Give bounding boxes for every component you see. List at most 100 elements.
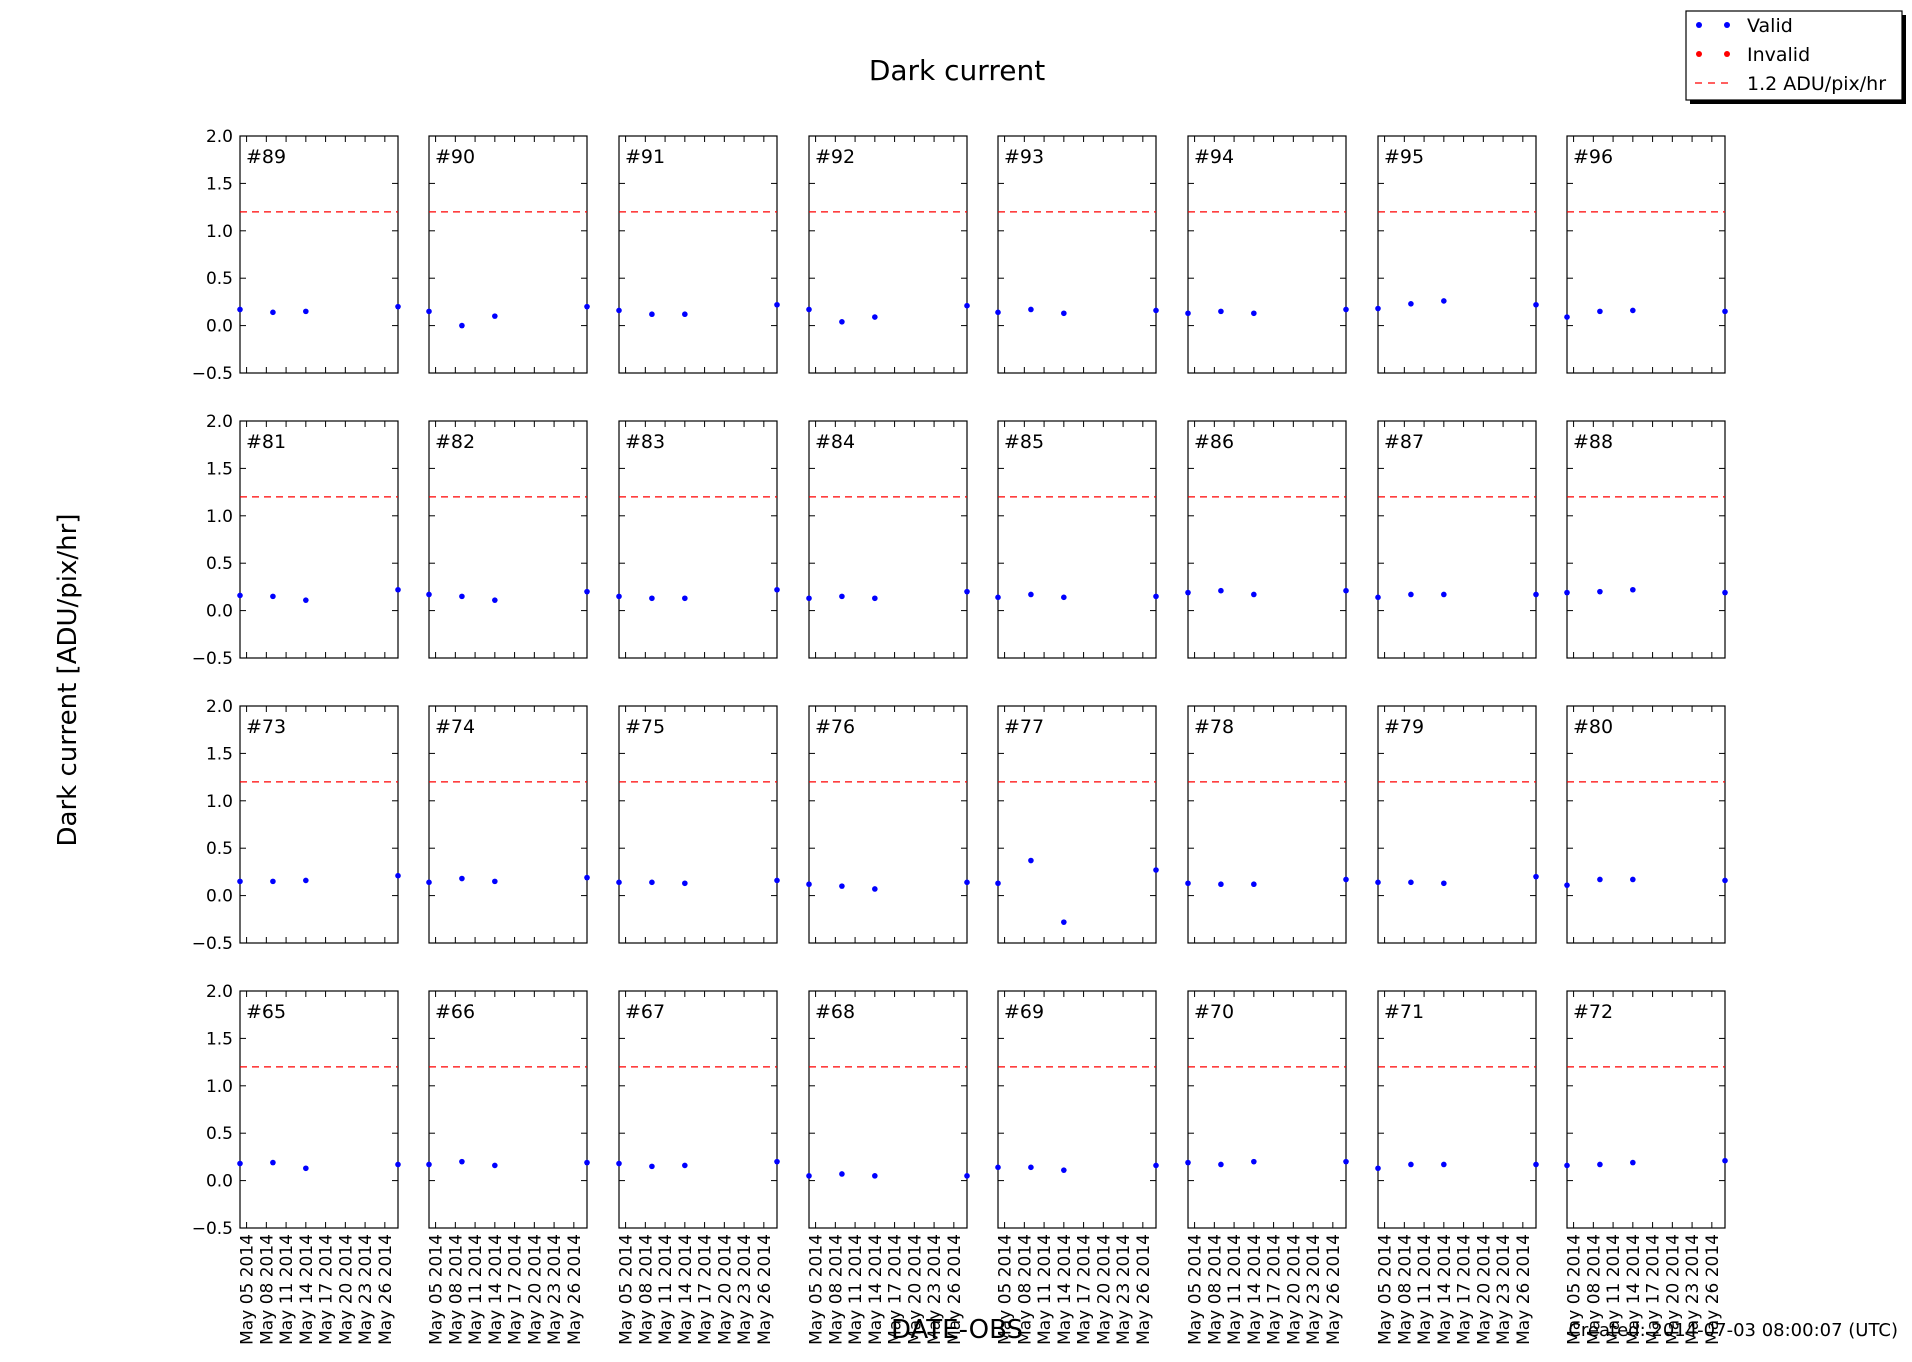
x-tick-label: May 20 2014 [1663,1234,1683,1345]
x-tick-label: May 14 2014 [866,1234,886,1345]
x-tick-label: May 05 2014 [427,1234,447,1345]
x-tick-label: May 17 2014 [317,1234,337,1345]
valid-point [839,883,845,889]
axes-frame [1377,705,1537,944]
x-tick-label: May 11 2014 [1604,1234,1624,1345]
legend-marker [1724,51,1730,57]
valid-point [1153,1162,1159,1169]
panel-74: #74 [426,705,590,944]
valid-point [395,872,401,879]
valid-point [1564,882,1570,888]
valid-point [682,311,688,318]
x-tick-label: May 14 2014 [676,1234,696,1345]
valid-point [1061,310,1067,317]
valid-point [995,880,1001,887]
x-tick-label: May 05 2014 [617,1234,637,1345]
y-tick-label: 0.5 [206,839,233,859]
valid-point [1343,1158,1349,1165]
valid-point [1564,1162,1570,1169]
x-tick-label: May 20 2014 [336,1234,356,1345]
panel-75: #75 [616,705,780,944]
valid-point [237,306,243,313]
valid-point [1533,873,1539,880]
axes-frame [997,705,1157,944]
x-tick-label: May 11 2014 [1035,1234,1055,1345]
x-tick-label: May 17 2014 [1075,1234,1095,1345]
axes-frame [1187,420,1347,659]
valid-point [584,874,590,881]
axes-frame [1566,420,1726,659]
axes-frame [618,705,778,944]
valid-point [839,1171,845,1177]
x-tick-label: May 20 2014 [525,1234,545,1345]
valid-point [1375,305,1381,312]
panel-label: #88 [1573,431,1613,453]
panel-label: #69 [1004,1001,1044,1023]
x-tick-label: May 08 2014 [446,1234,466,1345]
legend-entries: Valid Invalid 1.2 ADU/pix/hr [1695,15,1886,95]
x-tick-label: May 23 2014 [1114,1234,1134,1345]
panel-label: #86 [1194,431,1234,453]
panel-label: #80 [1573,716,1613,738]
panel-91: #91 [616,135,780,374]
valid-point [806,595,812,602]
x-tick-label: May 08 2014 [1015,1234,1035,1345]
panel-label: #96 [1573,146,1613,168]
valid-point [839,319,845,325]
figure-title: Dark current [869,54,1045,87]
panel-66: May 05 2014 May 08 2014 May 11 2014 May 14 … [426,990,590,1345]
panel-label: #74 [435,716,475,738]
valid-point [1218,308,1224,315]
panel-72: May 05 2014 May 08 2014 May 11 2014 May 14 … [1564,990,1728,1345]
valid-point [270,1159,276,1166]
valid-point [1153,867,1159,873]
valid-point [1597,588,1603,595]
valid-point [649,311,655,318]
valid-point [806,1173,812,1179]
valid-point [1441,298,1447,304]
panel-87: #87 [1375,420,1539,659]
panel-70: May 05 2014 May 08 2014 May 11 2014 May 14 … [1185,990,1349,1345]
axes-frame [808,990,968,1229]
x-tick-label: May 26 2014 [755,1234,775,1345]
valid-point [616,1160,622,1167]
valid-point [1408,300,1414,307]
x-tick-label: May 17 2014 [1455,1234,1475,1345]
axes-frame [808,420,968,659]
panel-label: #95 [1384,146,1424,168]
valid-point [682,1162,688,1169]
x-tick-label: May 26 2014 [565,1234,585,1345]
valid-point [1185,1159,1191,1166]
valid-point [872,314,878,320]
created-timestamp: Created: 2014-07-03 08:00:07 (UTC) [1568,1320,1898,1341]
panel-78: #78 [1185,705,1349,944]
valid-point [616,307,622,314]
x-tick-label: May 23 2014 [735,1234,755,1345]
valid-point [1564,314,1570,320]
x-tick-label: May 23 2014 [356,1234,376,1345]
valid-point [616,593,622,600]
valid-point [1061,1167,1067,1173]
legend: Valid Invalid 1.2 ADU/pix/hr [1685,10,1906,104]
x-tick-label: May 23 2014 [1304,1234,1324,1345]
x-tick-label: May 26 2014 [376,1234,396,1345]
panel-95: #95 [1375,135,1539,374]
x-tick-label: May 11 2014 [846,1234,866,1345]
valid-point [995,1164,1001,1171]
valid-point [964,1173,970,1179]
valid-point [1251,591,1257,598]
valid-point [1533,301,1539,308]
axes-frame [997,420,1157,659]
panel-label: #93 [1004,146,1044,168]
valid-point [1028,1164,1034,1171]
panel-67: May 05 2014 May 08 2014 May 11 2014 May 14 … [616,990,780,1345]
x-tick-label: May 20 2014 [1284,1234,1304,1345]
y-tick-label: 0.5 [206,1124,233,1144]
axes-frame [808,135,968,374]
y-axis-label: Dark current [ADU/pix/hr] [53,514,83,847]
valid-point [303,877,309,884]
panel-94: #94 [1185,135,1349,374]
panel-label: #91 [625,146,665,168]
valid-point [649,595,655,602]
